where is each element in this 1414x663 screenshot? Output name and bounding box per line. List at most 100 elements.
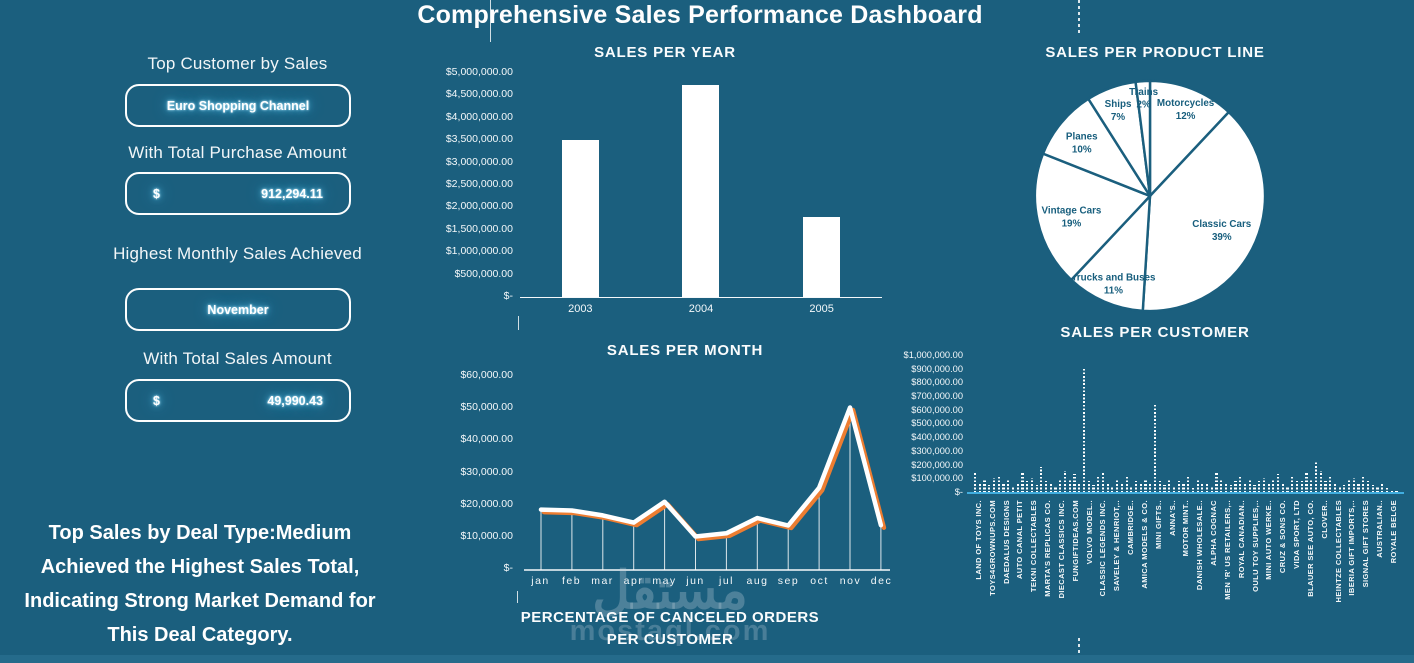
customer-bar [1224,483,1228,493]
customer-label: FUNGIFTIDEAS.COM [1070,500,1080,582]
currency-symbol: $ [153,186,160,201]
customer-label: IBERIA GIFT IMPORTS,.. [1347,500,1357,596]
customer-bar [1045,480,1048,493]
customer-bar [1168,478,1171,493]
customer-bar [992,477,996,493]
customer-bar [988,484,991,493]
customer-tick-label: $400,000.00 [911,432,963,443]
customer-label: CAMBRIDGE.. [1126,500,1136,555]
pie-slice-motorcycles [1148,79,1230,198]
month-category-label: may [652,575,677,587]
kpi-card-top-customer[interactable]: Euro Shopping Channel [125,84,351,127]
customer-label: VOLVO MODEL.. [1084,500,1094,565]
customer-bar [1172,485,1176,493]
customer-label: SIGNAL GIFT STORES [1361,500,1371,588]
year-x-axis: 2003 2004 2005 [520,303,882,315]
customer-label: DIECAST CLASSICS INC. [1056,500,1066,599]
customer-bar [1305,472,1308,493]
month-category-label: apr [623,575,644,587]
customer-bar [1348,480,1351,493]
customer-tick-label: $500,000.00 [911,418,963,429]
customer-bar [1087,481,1090,493]
customer-bar [1300,480,1303,493]
customer-bar [1177,481,1180,493]
customer-bar [1149,482,1152,493]
customer-bar [1381,482,1384,493]
customer-tick-label: $600,000.00 [911,404,963,415]
customer-bar [1021,472,1024,493]
customer-tick-label: $1,000,000.00 [903,350,963,360]
month-category-label: aug [746,575,769,587]
decorative-tick [518,316,519,330]
pie-slice-trucks-and-buses [1070,194,1152,313]
month-tick-label: $30,000.00 [460,465,513,478]
month-category-label: jul [718,575,734,587]
customer-label: MARTA'S REPLICAS CO. [1043,500,1053,597]
customer-bar [1201,484,1204,493]
customer-bar [1220,479,1223,493]
customer-bar [1182,483,1185,493]
month-line [538,405,884,539]
customer-bar [1106,482,1109,493]
customer-bar [997,476,1000,493]
customer-label: AMICA MODELS & CO. [1139,500,1149,589]
pie-slice-label: Planes 10% [1066,132,1098,156]
year-tick-label: $2,000,000.00 [445,200,513,213]
kpi-card-purchase-amount[interactable]: $ 912,294.11 [125,172,351,215]
kpi-value-purchase-amount: 912,294.11 [261,186,323,201]
customer-bar [1366,480,1370,493]
customer-bar [1362,475,1365,493]
pie-label-name: Trucks and Buses [1071,272,1156,283]
customer-bar [1101,472,1105,493]
customer-bar [1281,482,1284,493]
customer-bar [1082,368,1086,493]
year-tick-label: $1,500,000.00 [445,222,513,235]
customer-bar [1158,480,1161,493]
customer-bar [1343,484,1346,493]
customer-label: CRUZ & SONS CO. [1278,500,1288,574]
kpi-card-sales-amount[interactable]: $ 49,990.43 [125,379,351,422]
decorative-line [490,0,491,42]
customer-tick-label: $- [954,486,963,497]
customer-label: HEINTZE COLLECTABLES [1333,500,1343,603]
customer-bar [1040,466,1043,493]
pie-label-name: Classic Cars [1192,219,1252,230]
customer-bar [1215,472,1218,493]
month-tick-label: $10,000.00 [460,529,513,542]
year-category-label: 2005 [809,303,834,315]
year-tick-label: $500,000.00 [454,267,513,280]
currency-symbol: $ [153,393,160,408]
pie-label-pct: 7% [1111,112,1125,123]
customer-bar [1352,477,1355,493]
decorative-dashed-line [1078,638,1080,662]
customer-bar [974,472,977,493]
year-bar [803,217,841,297]
year-tick-label: $3,000,000.00 [445,155,513,168]
customer-bar [1059,479,1062,493]
customer-bar [1035,484,1038,493]
customer-bar [1319,471,1322,493]
customer-bar [1310,480,1313,493]
customer-label: ROYAL CANADIAN.. [1236,500,1246,579]
pie-label-pct: 10% [1072,144,1092,155]
product-line-pie-chart: Motorcycles 12% Classic Cars 39% Trucks and … [1033,79,1267,313]
customer-bar [1295,481,1299,493]
year-bar-chart [520,72,882,298]
year-tick-label: $4,000,000.00 [445,110,513,123]
customer-bar [1191,487,1194,493]
customer-bar [1073,473,1076,493]
customer-bar [1134,481,1138,493]
customer-bar [1376,486,1379,493]
customer-bar [1357,482,1360,493]
month-chart-title: SALES PER MONTH [606,342,764,359]
customer-bar [1234,480,1237,493]
customer-bar [1314,461,1318,493]
kpi-card-highest-month[interactable]: November [125,288,351,331]
customer-bar [1229,484,1232,493]
customer-bar [1016,482,1019,493]
customer-tick-label: $200,000.00 [911,459,963,470]
customer-label: VIDA SPORT, LTD [1292,500,1302,569]
pie-slice-label: Trains 2% [1129,87,1158,111]
customer-bar [1125,477,1128,493]
